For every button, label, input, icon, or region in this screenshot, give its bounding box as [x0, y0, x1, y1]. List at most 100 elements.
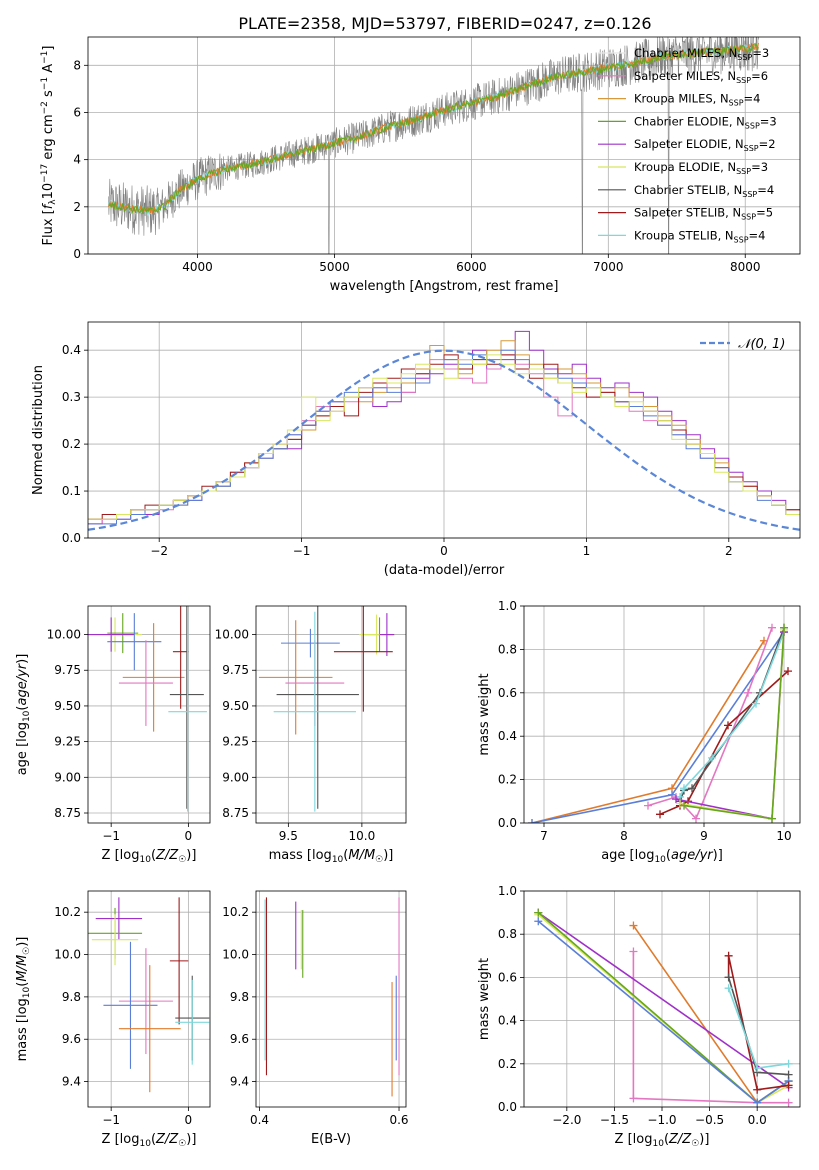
series-marker	[752, 699, 760, 708]
y-tick-label: 9.6	[62, 1032, 81, 1046]
y-tick-label: 0.2	[62, 437, 81, 451]
normal-curve	[88, 349, 800, 531]
legend-entry: Chabrier ELODIE, NSSP=3	[634, 114, 777, 130]
x-tick-label: 0	[185, 1113, 193, 1127]
errorbar-point	[175, 979, 210, 1065]
massweight_vs_Z-xlabel: Z [log10(Z/Z☉)]	[615, 1132, 710, 1149]
x-tick-label: 0.4	[250, 1113, 269, 1127]
spectrum-lines	[108, 37, 759, 254]
y-tick-label: 0.6	[498, 970, 517, 984]
legend-entry: Salpeter STELIB, NSSP=5	[634, 206, 773, 222]
x-tick-label: −2	[150, 544, 168, 558]
x-tick-label: 0	[185, 829, 193, 843]
x-tick-label: −1	[102, 829, 120, 843]
errorbar-point	[379, 613, 395, 656]
x-tick-label: 0	[440, 544, 448, 558]
errorbar-point	[168, 611, 207, 812]
series-marker	[644, 801, 652, 810]
x-tick-label: 8000	[730, 260, 761, 274]
series-line	[727, 955, 789, 1091]
y-tick-label: 10.00	[215, 628, 249, 642]
series-marker	[629, 1094, 638, 1103]
y-tick-label: 4	[73, 153, 81, 167]
age_vs_mass-axes: 9.5 10.0 8.75 9.00 9.25 9.50 9.75 10.00	[215, 606, 406, 843]
spectrum-xlabel: wavelength [Angstrom, rest frame]	[330, 279, 559, 294]
x-tick-label: 9.5	[279, 829, 298, 843]
x-tick-label: −1	[102, 1113, 120, 1127]
y-tick-label: 0.2	[498, 1057, 517, 1071]
mass_vs_ebv-axes: 0.4 0.6 9.4 9.6 9.8 10.0 10.2	[222, 891, 409, 1127]
age_vs_Z-errorbars	[88, 606, 207, 812]
y-tick-label: 9.75	[222, 663, 249, 677]
series-marker	[724, 984, 733, 993]
series-marker	[784, 1059, 793, 1068]
age_vs_Z-frame	[87, 605, 211, 824]
series-marker	[768, 623, 776, 632]
y-tick-label: 6	[73, 105, 81, 119]
errorbar-point	[107, 613, 162, 671]
spectrum-ylabel: Flux [fλ10−17 erg cm−2 s−1 A−1]	[40, 46, 58, 246]
legend-entry: 𝒩(0, 1)	[738, 337, 785, 352]
age_vs_Z-ylabel: age [log10(age/yr)]	[15, 654, 32, 776]
y-tick-label: 9.50	[54, 699, 81, 713]
errorbar-point	[118, 965, 181, 1093]
legend-entry: Kroupa STELIB, NSSP=4	[634, 228, 765, 244]
y-tick-label: 9.6	[230, 1032, 249, 1046]
x-tick-label: 0.0	[748, 1113, 767, 1127]
series-marker	[692, 814, 700, 823]
series-line	[537, 914, 789, 1104]
legend-entry: Salpeter MILES, NSSP=6	[634, 69, 768, 85]
errorbar-point	[122, 623, 185, 732]
series-marker	[672, 795, 680, 804]
series-marker	[534, 917, 543, 926]
series-marker	[629, 947, 638, 956]
y-tick-label: 9.25	[222, 735, 249, 749]
residuals-frame	[87, 321, 801, 539]
errorbar-point	[172, 606, 189, 709]
series-marker	[724, 951, 733, 960]
y-tick-label: 0.0	[498, 816, 517, 830]
y-tick-label: 10.2	[54, 905, 81, 919]
massweight_vs_age-frame	[523, 605, 801, 824]
series-marker	[768, 814, 776, 823]
series-line	[679, 631, 785, 798]
y-tick-label: 9.4	[230, 1075, 249, 1089]
x-tick-label: −1.0	[647, 1113, 676, 1127]
series-marker	[680, 801, 688, 810]
series-line	[531, 631, 785, 823]
figure-title: PLATE=2358, MJD=53797, FIBERID=0247, z=0…	[238, 14, 651, 33]
y-tick-label: 2	[73, 200, 81, 214]
x-tick-label: 6000	[456, 260, 487, 274]
series-marker	[680, 784, 688, 793]
massweight_vs_Z-axes: −2.0 −1.5 −1.0 −0.5 0.0 0.0 0.2 0.4 0.6 0.8 1.0	[498, 884, 800, 1127]
y-tick-label: 9.75	[54, 663, 81, 677]
y-tick-label: 1.0	[498, 599, 517, 613]
series-marker	[753, 1085, 762, 1094]
y-tick-label: 0.4	[62, 343, 81, 357]
y-tick-label: 8.75	[54, 806, 81, 820]
mass_vs_ebv-errorbars	[264, 897, 400, 1097]
massweight_vs_Z-frame	[523, 890, 801, 1108]
y-tick-label: 0.0	[62, 531, 81, 545]
residuals-ylabel: Normed distribution	[31, 365, 46, 495]
mass_vs_Z-errorbars	[88, 897, 210, 1093]
x-tick-label: 1	[583, 544, 591, 558]
y-tick-label: 0.8	[498, 927, 517, 941]
x-tick-label: −0.5	[695, 1113, 724, 1127]
errorbar-point	[107, 613, 139, 654]
mass_vs_Z-axes: −1 0 9.4 9.6 9.8 10.0 10.2	[54, 891, 210, 1127]
y-tick-label: 8.75	[222, 806, 249, 820]
errorbar-point	[169, 897, 189, 1025]
x-tick-label: 10	[776, 829, 791, 843]
y-tick-label: 0.0	[498, 1100, 517, 1114]
x-tick-label: 7000	[593, 260, 624, 274]
series-marker	[753, 1098, 762, 1107]
mass_vs_ebv-xlabel: E(B-V)	[311, 1132, 351, 1147]
x-tick-label: −2.0	[552, 1113, 581, 1127]
age_vs_Z-xlabel: Z [log10(Z/Z☉)]	[102, 848, 197, 865]
series-line	[537, 920, 790, 1104]
massweight_vs_Z-series	[534, 908, 793, 1107]
errorbar-point	[103, 941, 158, 1069]
errorbar-point	[88, 617, 135, 652]
y-tick-label: 0.4	[498, 729, 517, 743]
